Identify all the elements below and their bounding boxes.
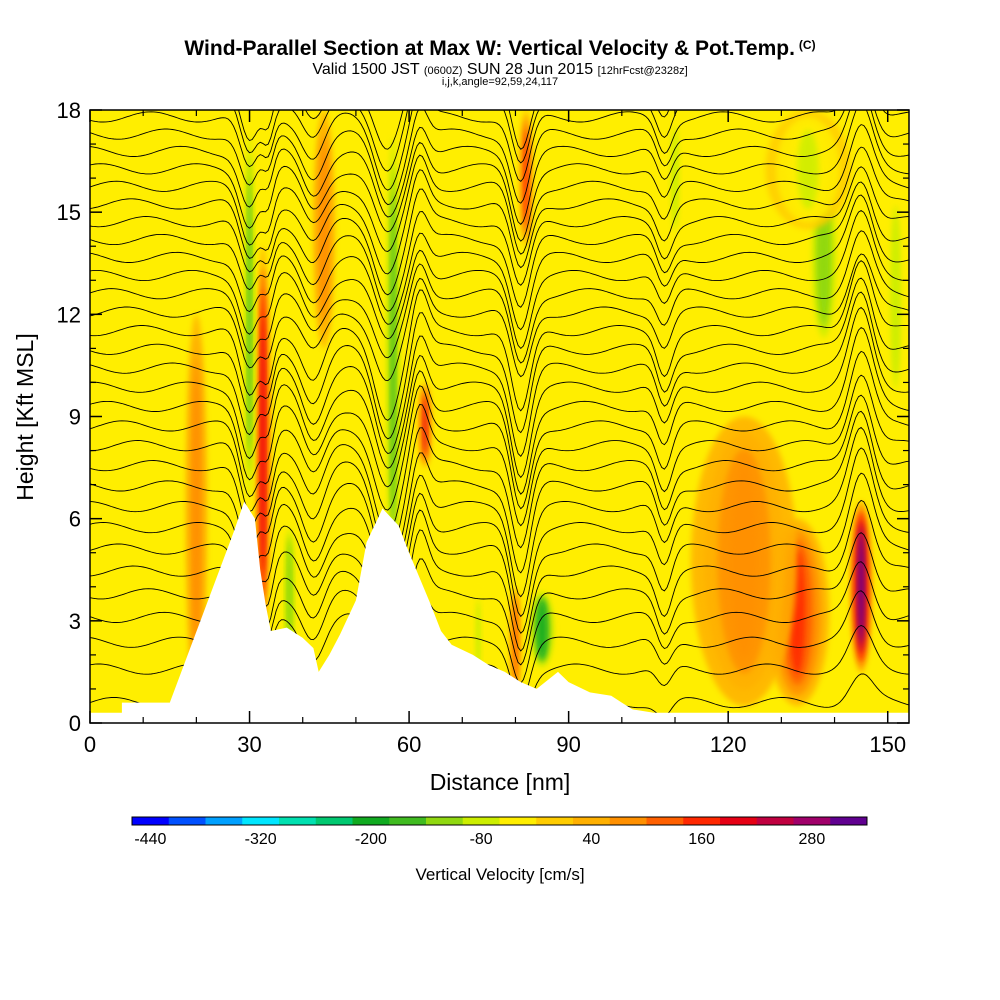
colorbar-tick-label: 160 <box>688 831 715 848</box>
colorbar-tick-label: -320 <box>245 831 277 848</box>
y-axis-label: Height [Kft MSL] <box>12 333 38 500</box>
terrain <box>90 501 909 723</box>
subtitle-valid: Valid 1500 JST <box>312 61 420 78</box>
colorbar-swatch <box>426 817 464 825</box>
colorbar-swatch <box>830 817 868 825</box>
theta-contour-15 <box>90 291 909 458</box>
theta-contour-26 <box>90 110 909 242</box>
colorbar-tick-label: 40 <box>582 831 600 848</box>
colorbar-swatch <box>609 817 647 825</box>
colorbar-tick-label: 280 <box>799 831 826 848</box>
colorbar-tick-label: -440 <box>134 831 166 848</box>
theta-contour-11 <box>90 374 909 536</box>
theta-contour-20 <box>90 209 909 350</box>
colorbar-swatch <box>389 817 427 825</box>
colorbar-swatch <box>352 817 390 825</box>
y-tick-label: 6 <box>69 507 81 532</box>
y-tick-label: 15 <box>57 200 81 225</box>
updraft-core-1 <box>423 396 427 454</box>
colorbar-title: Vertical Velocity [cm/s] <box>415 865 584 884</box>
updraft-core-0 <box>260 312 265 572</box>
y-tick-label: 0 <box>69 711 81 736</box>
colorbar-swatch <box>793 817 831 825</box>
downdraft-core-4 <box>476 604 480 672</box>
downdraft-core-8 <box>797 130 819 210</box>
theta-contour-29 <box>90 110 909 191</box>
x-tick-label: 90 <box>556 732 580 757</box>
colorbar-swatch <box>242 817 280 825</box>
updraft-core-4 <box>858 530 864 644</box>
theta-contour-18 <box>90 253 909 382</box>
subtitle-utc: (0600Z) <box>423 65 463 77</box>
x-tick-label: 60 <box>397 732 421 757</box>
subtitle-date: SUN 28 Jun 2015 <box>466 61 594 78</box>
downdraft-core-6 <box>893 218 899 377</box>
x-axis-label: Distance [nm] <box>430 769 571 795</box>
theta-contour-6 <box>90 472 909 634</box>
y-axis: 0 3 6 9 12 15 18 <box>57 98 909 736</box>
chart-title-mark: (C) <box>798 38 816 52</box>
theta-contour-12 <box>90 350 909 511</box>
terrain-mask <box>90 501 909 723</box>
colorbar-swatch <box>683 817 721 825</box>
subtitle-forecast: [12hrFcst@2328z] <box>597 65 688 77</box>
updraft-core-3 <box>514 605 517 678</box>
theta-contour-28 <box>90 110 909 206</box>
x-tick-label: 0 <box>84 732 96 757</box>
colorbar-border <box>131 816 868 826</box>
y-tick-label: 18 <box>57 98 81 123</box>
colorbar-swatch <box>205 817 243 825</box>
theta-contour-27 <box>90 110 909 225</box>
theta-contour-24 <box>90 146 909 275</box>
chart-title: Wind-Parallel Section at Max W: Vertical… <box>0 37 1000 61</box>
vertical-velocity-field <box>185 110 907 706</box>
theta-contour-8 <box>90 426 909 598</box>
downdraft-core-0 <box>247 178 252 450</box>
theta-contour-22 <box>90 181 909 312</box>
downdraft-core-2 <box>391 193 396 521</box>
theta-contour-13 <box>90 326 909 495</box>
colorbar-swatch <box>536 817 574 825</box>
theta-contour-10 <box>90 394 909 557</box>
y-tick-label: 3 <box>69 609 81 634</box>
downdraft-core-1 <box>287 544 292 647</box>
theta-contour-14 <box>90 306 909 479</box>
colorbar-swatch <box>573 817 611 825</box>
theta-contour-21 <box>90 194 909 331</box>
theta-contour-9 <box>90 410 909 574</box>
theta-contour-19 <box>90 230 909 364</box>
theta-contour-23 <box>90 166 909 296</box>
colorbar-swatch <box>499 817 537 825</box>
updraft-core-6 <box>193 380 200 640</box>
y-tick-label: 9 <box>69 405 81 430</box>
colorbar-swatch <box>168 817 206 825</box>
x-axis: 0 30 60 90 120 150 <box>84 110 906 757</box>
colorbar-swatch <box>279 817 317 825</box>
colorbar-swatch <box>132 817 170 825</box>
colorbar-swatch <box>315 817 353 825</box>
x-tick-label: 120 <box>710 732 747 757</box>
colorbar-swatch <box>756 817 794 825</box>
updraft-core-8 <box>730 465 758 658</box>
colorbar-swatch <box>720 817 758 825</box>
x-tick-label: 30 <box>237 732 261 757</box>
colorbar-swatch <box>646 817 684 825</box>
downdraft-core-7 <box>673 132 677 224</box>
updraft-core-7 <box>321 150 327 309</box>
colorbar-swatch <box>462 817 500 825</box>
x-tick-label: 150 <box>869 732 906 757</box>
theta-contour-25 <box>90 124 909 255</box>
colorbar: -440 -320 -200 -80 40 160 280 <box>131 816 868 848</box>
y-tick-label: 12 <box>57 302 81 327</box>
theta-contour-7 <box>90 447 909 618</box>
chart-subtitle-indices: i,j,k,angle=92,59,24,117 <box>441 76 559 88</box>
theta-contour-16 <box>90 277 909 440</box>
theta-contour-17 <box>90 260 909 421</box>
colorbar-tick-label: -200 <box>355 831 387 848</box>
colorbar-tick-label: -80 <box>470 831 493 848</box>
chart-title-text: Wind-Parallel Section at Max W: Vertical… <box>184 37 795 60</box>
chart-subtitle: Valid 1500 JST (0600Z) SUN 28 Jun 2015 [… <box>0 61 1000 79</box>
